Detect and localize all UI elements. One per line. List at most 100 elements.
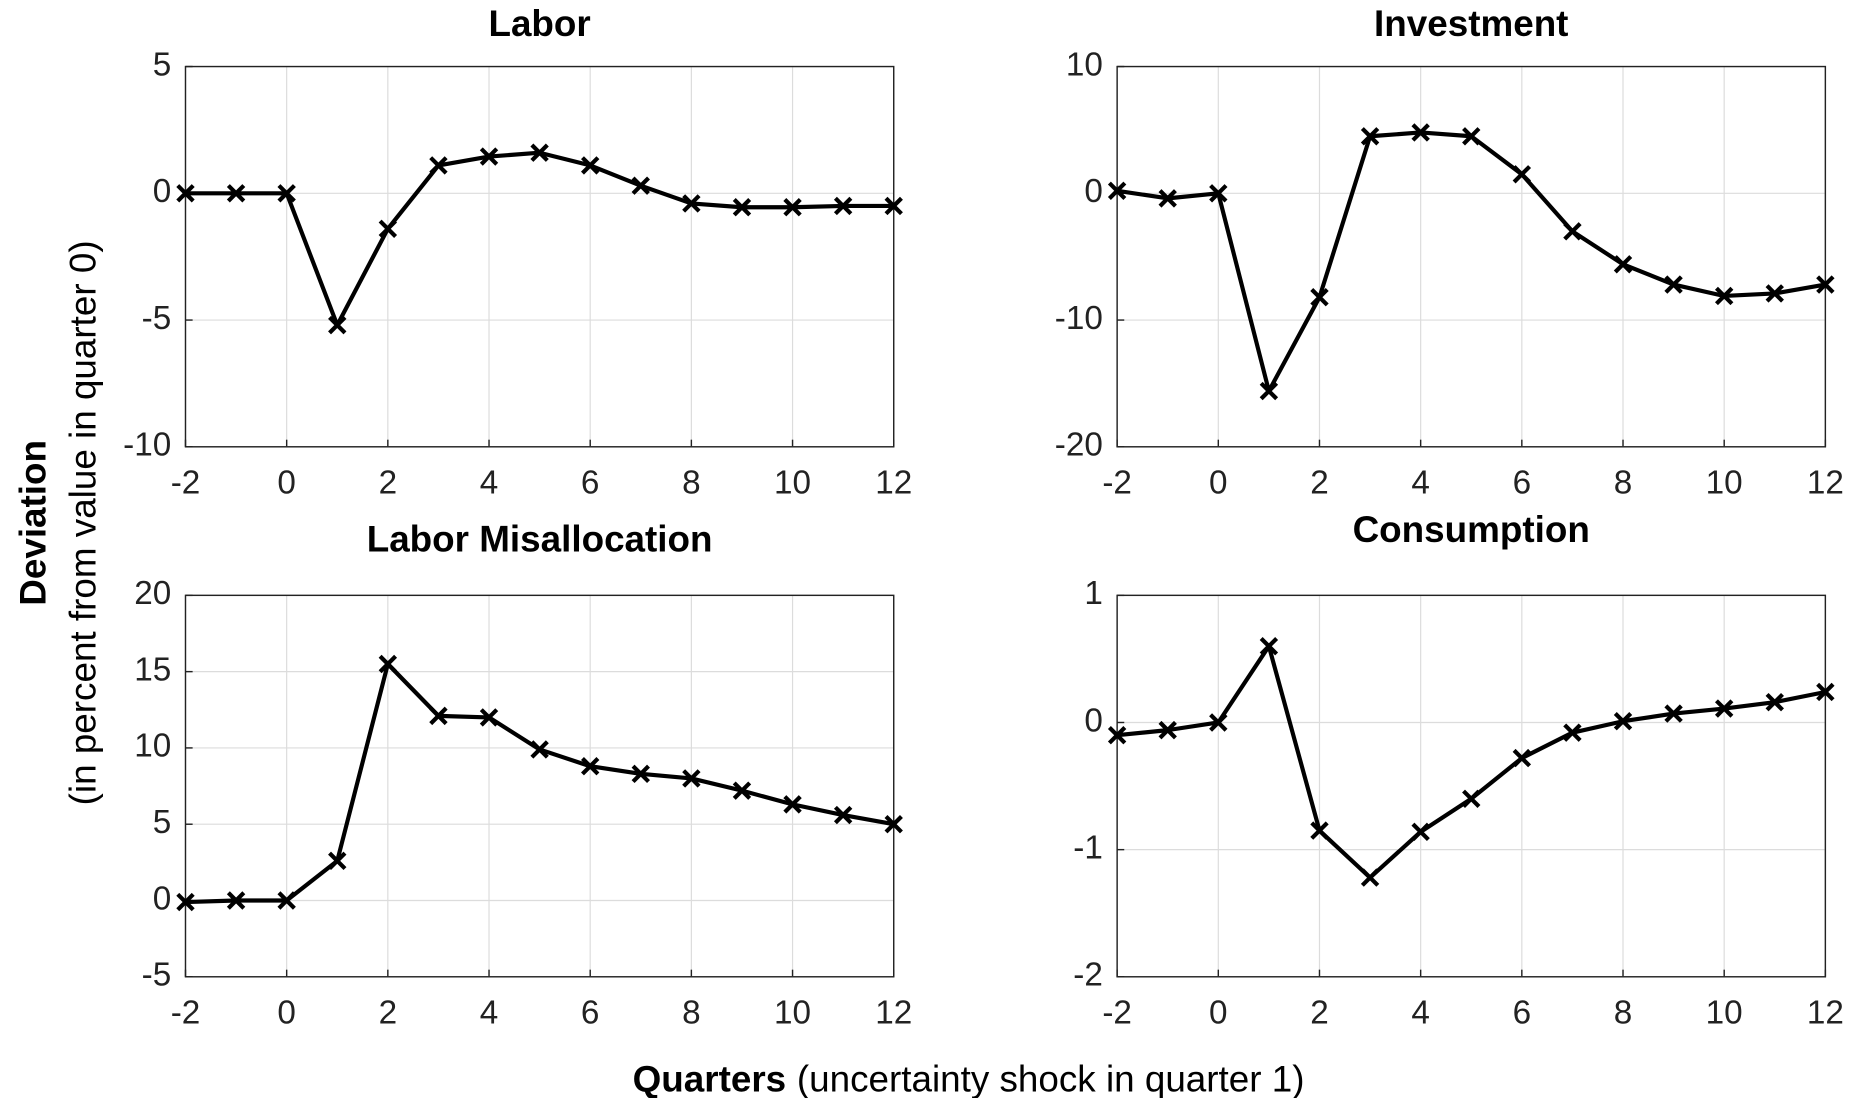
x-tick-label: 8: [1614, 465, 1633, 502]
plot-frame: [184, 594, 895, 978]
marker: [530, 143, 549, 162]
marker: [479, 708, 499, 727]
marker: [682, 194, 701, 213]
x-tick-label: -2: [1102, 465, 1132, 502]
marker: [631, 764, 650, 784]
series-line: [1116, 644, 1826, 880]
series-line: [185, 661, 895, 905]
subplot: Labor Misallocation -2 0 2 4 6 8 10 12 -5 0 5 10 15 20: [134, 519, 912, 1032]
x-tick-label: 2: [379, 465, 398, 502]
marker: [1816, 682, 1835, 702]
marker: [429, 156, 448, 175]
marker: [1714, 286, 1734, 306]
marker: [328, 851, 347, 871]
marker: [1613, 712, 1633, 731]
x-tick-label: 4: [1411, 465, 1430, 502]
y-axis-label: (in percent from value in quarter 0): [62, 240, 103, 805]
x-tick-label: 4: [1411, 995, 1430, 1032]
x-tick-label: 8: [1614, 995, 1633, 1032]
marker: [1765, 692, 1784, 712]
x-tick-label: 10: [774, 995, 811, 1032]
marker: [1816, 275, 1835, 294]
marker: [176, 184, 195, 203]
marker: [479, 147, 499, 166]
y-tick-label: 0: [153, 173, 172, 210]
x-tick-label: -2: [171, 465, 201, 502]
x-tick-label: 6: [581, 465, 600, 502]
marker: [176, 892, 195, 912]
y-tick-label: 0: [1084, 173, 1103, 210]
x-tick-label: 10: [774, 465, 811, 502]
marker: [1259, 637, 1279, 656]
y-tick-label: 15: [134, 651, 171, 688]
marker: [1158, 189, 1177, 208]
x-axis-label-bold: Quarters: [633, 1058, 787, 1098]
marker: [1714, 699, 1734, 718]
subplot: Labor -2 0 2 4 6 8 10 12 -10 -5 0 5: [123, 3, 912, 502]
x-tick-label: 4: [480, 995, 499, 1032]
marker: [783, 198, 802, 217]
x-tick-label: 10: [1706, 465, 1743, 502]
marker: [328, 315, 347, 335]
marker: [1158, 720, 1177, 740]
marker: [1259, 381, 1279, 401]
marker: [1411, 822, 1430, 842]
marker: [581, 156, 600, 175]
marker: [1613, 255, 1633, 274]
marker: [732, 198, 752, 217]
x-tick-label: 8: [682, 995, 701, 1032]
marker: [277, 184, 296, 203]
marker: [226, 891, 246, 910]
x-tick-label: 2: [1310, 465, 1329, 502]
y-tick-label: -5: [142, 300, 172, 337]
marker: [682, 769, 701, 788]
y-tick-label: 10: [1066, 46, 1103, 83]
x-tick-label: 12: [1807, 465, 1844, 502]
plot-frame: [1116, 594, 1827, 978]
y-tick-label: -5: [142, 957, 172, 994]
marker: [884, 196, 903, 216]
marker: [1512, 165, 1532, 184]
marker: [1462, 789, 1481, 808]
chart-title: Investment: [1374, 3, 1568, 44]
marker: [378, 654, 398, 674]
marker: [1462, 127, 1481, 146]
marker: [1360, 868, 1380, 887]
marker: [833, 196, 853, 216]
x-tick-label: 6: [1513, 465, 1532, 502]
x-tick-label: 6: [1513, 995, 1532, 1032]
marker: [1664, 275, 1683, 294]
marker: [833, 805, 853, 825]
marker: [530, 740, 549, 759]
chart-title: Labor Misallocation: [367, 519, 713, 560]
x-tick-label: -2: [171, 995, 201, 1032]
y-tick-label: 20: [134, 575, 171, 612]
marker: [1360, 127, 1380, 146]
x-tick-label: 0: [277, 995, 296, 1032]
y-tick-label: -10: [123, 427, 171, 464]
y-tick-label: 10: [134, 728, 171, 765]
y-tick-label: 1: [1084, 575, 1103, 612]
y-tick-label: 0: [1084, 702, 1103, 739]
x-axis-label-rest: (uncertainty shock in quarter 1): [797, 1058, 1305, 1098]
marker: [1411, 123, 1430, 142]
subplot: Consumption -2 0 2 4 6 8 10 12 -2 -1 0 1: [1073, 509, 1844, 1032]
marker: [1765, 284, 1784, 303]
x-tick-label: 8: [682, 465, 701, 502]
marker: [226, 184, 246, 203]
marker: [1209, 713, 1228, 732]
chart-title: Labor: [488, 3, 590, 44]
marker: [631, 176, 650, 195]
marker: [1664, 704, 1683, 723]
marker: [884, 815, 903, 834]
marker: [1563, 723, 1582, 742]
y-tick-label: 5: [153, 804, 172, 841]
plot-frame: [184, 65, 895, 448]
marker: [1209, 184, 1228, 203]
marker: [1563, 222, 1582, 241]
marker: [378, 219, 398, 238]
x-tick-label: 0: [277, 465, 296, 502]
